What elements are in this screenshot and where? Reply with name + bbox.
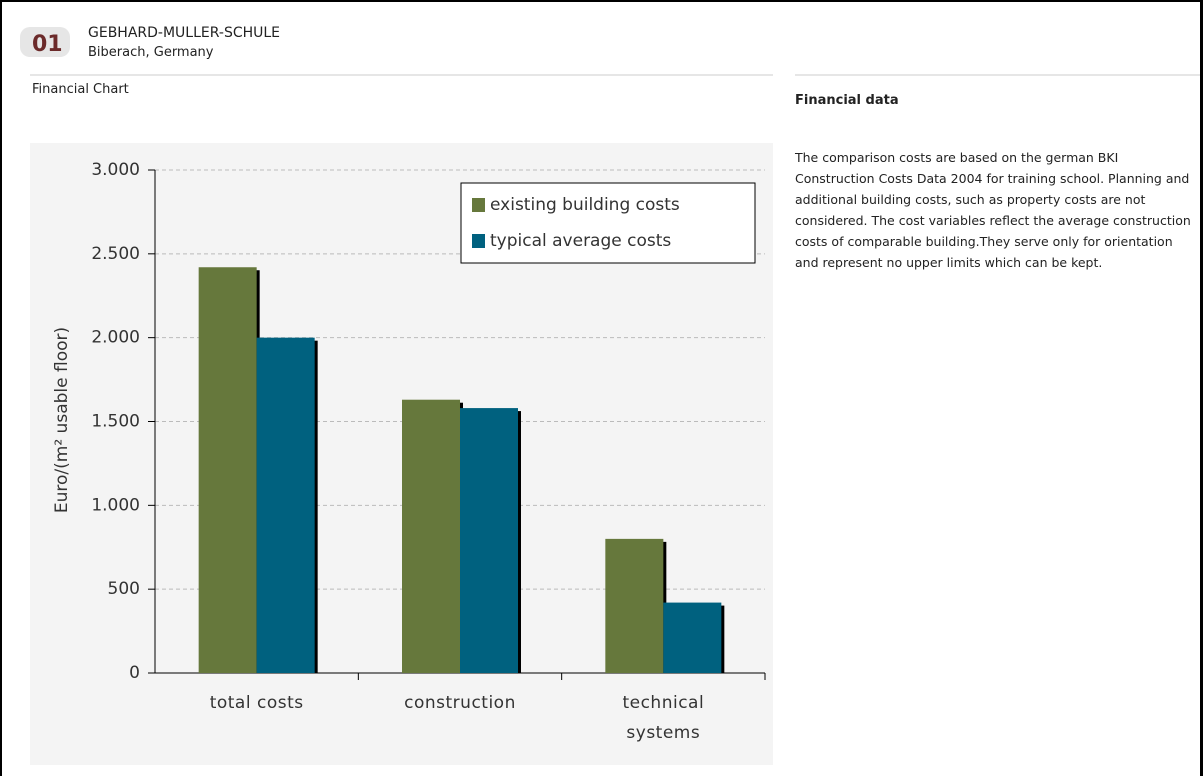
y-tick-label: 2.500	[91, 244, 140, 264]
bar	[605, 538, 664, 673]
bar	[460, 408, 518, 673]
badge: 01	[32, 32, 63, 57]
school-title: GEBHARD-MULLER-SCHULE	[88, 25, 281, 41]
y-axis-label: Euro/(m² usable floor)	[52, 327, 72, 513]
y-tick-label: 1.500	[91, 412, 140, 432]
legend-label: existing building costs	[490, 195, 680, 215]
y-tick-label: 500	[108, 579, 140, 599]
legend-label: typical average costs	[490, 231, 671, 251]
bar	[256, 337, 315, 673]
sidebar-text: The comparison costs are based on the ge…	[795, 150, 1191, 270]
legend-box	[460, 182, 756, 264]
y-tick-label: 0	[129, 663, 140, 683]
legend-swatch	[472, 234, 485, 248]
legend-swatch	[472, 198, 485, 212]
bar	[198, 267, 257, 673]
bar	[663, 602, 722, 673]
y-tick-label: 2.000	[91, 328, 140, 348]
badge-bg	[20, 27, 70, 57]
school-location: Biberach, Germany	[88, 45, 214, 60]
bar	[402, 399, 460, 673]
section-title: Financial Chart	[32, 82, 129, 97]
x-tick-label: construction	[404, 693, 516, 713]
y-tick-label: 1.000	[91, 495, 140, 515]
x-tick-label: technical systems	[622, 693, 705, 743]
sidebar-title: Financial data	[795, 93, 899, 108]
x-tick-label: total costs	[209, 693, 304, 713]
y-tick-label: 3.000	[91, 160, 140, 180]
